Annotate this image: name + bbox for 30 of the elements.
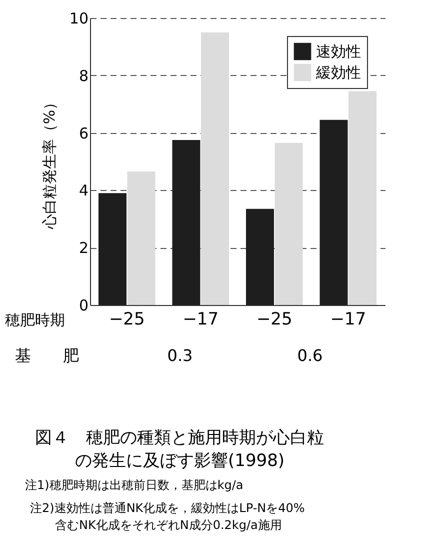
text: 0.3	[167, 346, 193, 365]
text: の発生に及ぼす影響(1998)	[75, 451, 285, 471]
x-tick-label: −25	[256, 310, 292, 330]
text: 注1)穂肥時期は出穂前日数，基肥はkg/a	[25, 478, 244, 492]
bar	[98, 193, 126, 305]
x-tick-label: −17	[330, 310, 366, 330]
y-tick-label: 8	[78, 66, 88, 85]
x-tick-label: −17	[182, 310, 219, 330]
text: 注2)速効性は普通NK化成を，緩効性はLP-Nを40%	[30, 501, 305, 515]
bar	[127, 172, 156, 305]
y-tick-label: 2	[78, 239, 88, 258]
bar	[172, 140, 200, 305]
x-axis-title: 穂肥時期	[5, 311, 65, 329]
bar	[274, 142, 303, 305]
x-tick-label: −25	[108, 310, 145, 330]
text: 0.6	[297, 346, 323, 365]
y-tick-label: 6	[78, 124, 88, 142]
y-tick-label: 4	[78, 182, 88, 200]
legend-label: 緩効性	[315, 64, 361, 82]
legend-label: 速効性	[316, 42, 361, 60]
bar	[246, 208, 274, 305]
bar	[348, 91, 377, 305]
bar	[320, 120, 348, 305]
bar	[201, 32, 230, 305]
caption: 図４ 穂肥の種類と施用時期が心白粒	[35, 428, 324, 448]
y-tick-label: 10	[69, 10, 88, 28]
y-axis-title: 心白粒発生率（%）	[40, 94, 58, 230]
y-tick-label: 0	[78, 296, 88, 314]
text: 含むNK化成をそれぞれN成分0.2kg/a施用	[55, 518, 282, 532]
text: 基 肥	[15, 346, 79, 365]
